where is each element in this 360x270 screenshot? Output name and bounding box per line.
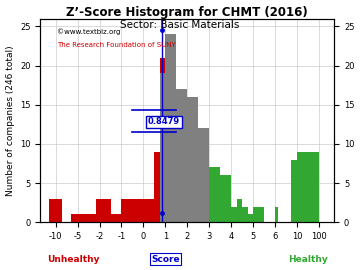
Bar [89, 214, 96, 222]
Bar [231, 207, 237, 222]
Bar [237, 199, 242, 222]
Bar [81, 214, 89, 222]
Bar [275, 207, 278, 222]
Y-axis label: Number of companies (246 total): Number of companies (246 total) [5, 45, 14, 196]
Text: Healthy: Healthy [288, 255, 328, 264]
Bar [242, 207, 248, 222]
Bar [160, 73, 165, 222]
Bar [316, 175, 319, 222]
Bar [132, 199, 143, 222]
Title: Z’-Score Histogram for CHMT (2016): Z’-Score Histogram for CHMT (2016) [66, 6, 308, 19]
Bar [121, 199, 132, 222]
Text: Unhealthy: Unhealthy [47, 255, 99, 264]
Bar [143, 199, 154, 222]
Bar [297, 152, 319, 222]
Bar [76, 214, 81, 222]
Bar [198, 128, 209, 222]
Bar [71, 214, 76, 222]
Bar [54, 199, 58, 222]
Bar [220, 175, 231, 222]
Text: 0.8479: 0.8479 [148, 117, 180, 126]
Bar [209, 167, 220, 222]
Bar [160, 58, 165, 222]
Text: ©www.textbiz.org: ©www.textbiz.org [57, 28, 120, 35]
Bar [253, 207, 264, 222]
Text: The Research Foundation of SUNY: The Research Foundation of SUNY [57, 42, 175, 48]
Bar [154, 152, 160, 222]
Bar [111, 214, 121, 222]
Text: Sector: Basic Materials: Sector: Basic Materials [120, 20, 240, 30]
Bar [49, 199, 54, 222]
Text: Score: Score [151, 255, 180, 264]
Bar [165, 34, 176, 222]
Bar [58, 199, 62, 222]
Bar [176, 89, 187, 222]
Bar [292, 160, 297, 222]
Bar [96, 199, 111, 222]
Bar [248, 214, 253, 222]
Bar [187, 97, 198, 222]
Bar [220, 175, 231, 222]
Bar [209, 167, 220, 222]
